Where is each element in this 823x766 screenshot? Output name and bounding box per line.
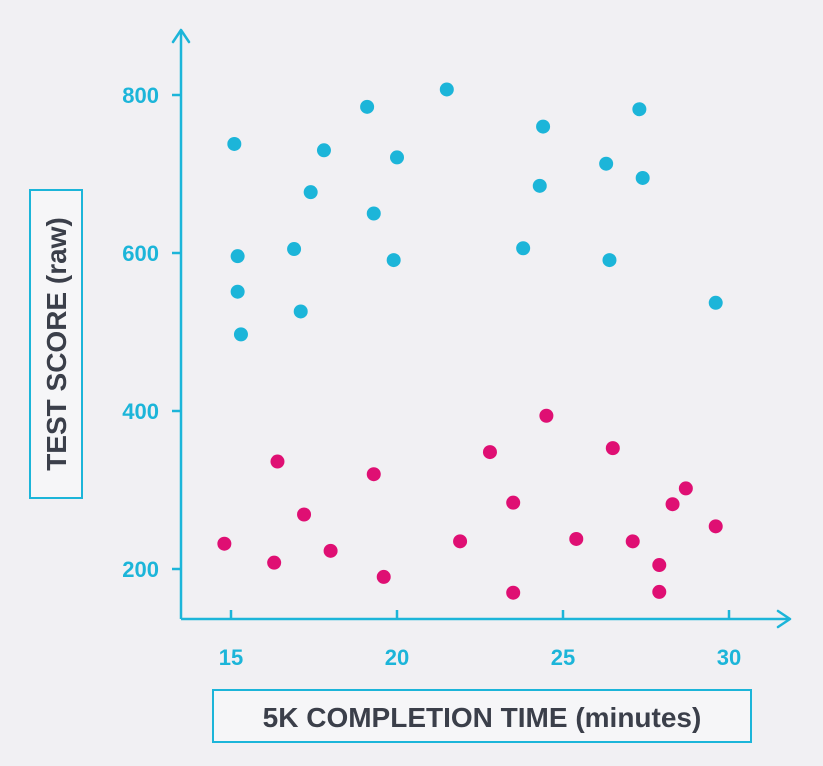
data-point-blue — [439, 82, 454, 97]
data-point-magenta — [217, 536, 232, 551]
data-point-blue — [233, 327, 248, 342]
data-point-blue — [227, 136, 242, 151]
data-point-magenta — [297, 507, 312, 522]
x-axis-title: 5K COMPLETION TIME (minutes) — [263, 702, 702, 733]
y-tick-label: 800 — [122, 83, 159, 108]
data-point-blue — [287, 242, 302, 257]
data-point-magenta — [506, 495, 521, 510]
data-points — [217, 82, 723, 600]
x-tick-label: 20 — [385, 645, 409, 670]
x-tick-label: 15 — [219, 645, 243, 670]
x-axis-title-box: 5K COMPLETION TIME (minutes) — [212, 689, 752, 743]
y-tick-label: 600 — [122, 241, 159, 266]
data-point-blue — [230, 284, 245, 299]
y-axis-title: TEST SCORE (raw) — [41, 217, 72, 471]
data-point-magenta — [678, 481, 693, 496]
data-point-blue — [230, 249, 245, 264]
data-point-blue — [602, 253, 617, 268]
data-point-blue — [386, 253, 401, 268]
data-point-magenta — [453, 534, 468, 549]
data-point-blue — [293, 304, 308, 319]
data-point-blue — [390, 150, 404, 165]
data-point-magenta — [270, 454, 285, 469]
data-point-magenta — [506, 585, 521, 600]
data-point-magenta — [652, 558, 667, 573]
data-point-magenta — [625, 534, 640, 549]
x-tick-label: 30 — [717, 645, 741, 670]
data-point-magenta — [708, 519, 723, 534]
data-point-blue — [366, 206, 381, 221]
data-point-blue — [360, 99, 375, 114]
data-point-blue — [708, 295, 723, 310]
data-point-blue — [536, 119, 551, 134]
data-point-blue — [316, 143, 331, 158]
data-point-magenta — [366, 467, 381, 482]
data-point-magenta — [652, 584, 667, 599]
data-point-blue — [635, 170, 650, 185]
data-point-magenta — [605, 441, 620, 456]
x-tick-label: 25 — [551, 645, 575, 670]
x-axis-arrowhead — [776, 609, 792, 629]
data-point-magenta — [376, 569, 391, 584]
y-tick-label: 400 — [122, 399, 159, 424]
data-point-blue — [516, 241, 531, 256]
data-point-magenta — [323, 543, 338, 558]
y-axis-arrowhead — [171, 28, 191, 44]
y-axis-title-box: TEST SCORE (raw) — [29, 189, 83, 499]
data-point-magenta — [267, 555, 282, 570]
data-point-magenta — [665, 497, 680, 512]
data-point-magenta — [569, 531, 584, 546]
data-point-magenta — [482, 445, 497, 460]
y-tick-label: 200 — [122, 557, 159, 582]
data-point-blue — [599, 156, 614, 171]
ticks: 15 20 25 30 200 400 600 800 — [122, 83, 741, 670]
axes — [171, 28, 792, 629]
data-point-magenta — [539, 408, 554, 423]
data-point-blue — [632, 102, 647, 117]
data-point-blue — [532, 178, 547, 193]
data-point-blue — [303, 185, 318, 200]
